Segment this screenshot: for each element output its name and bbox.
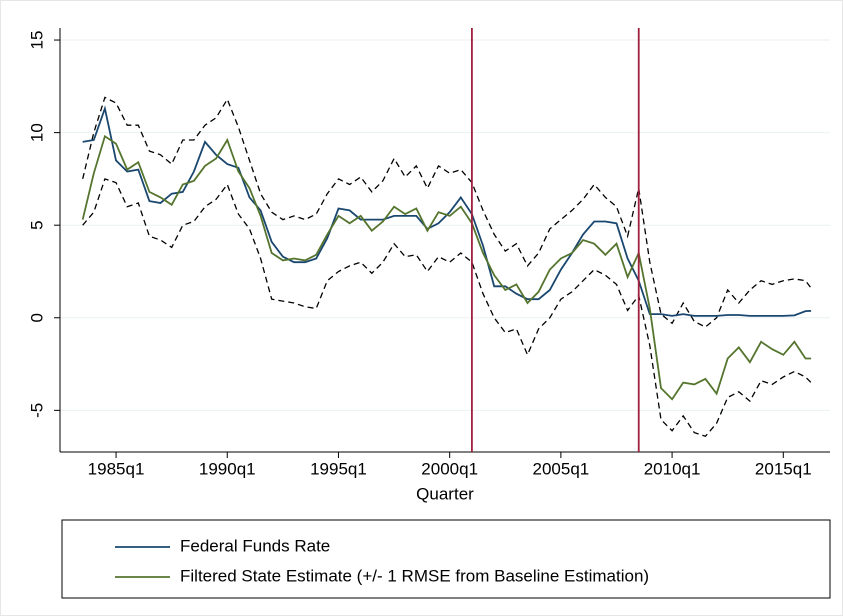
x-tick-label: 2015q1 xyxy=(755,459,812,478)
y-tick-label: 0 xyxy=(27,313,46,322)
x-tick-label: 1990q1 xyxy=(199,459,256,478)
series-line xyxy=(81,134,812,401)
x-tick-label: 2000q1 xyxy=(421,459,478,478)
series-line xyxy=(82,96,812,328)
y-tick-label: -5 xyxy=(27,403,46,418)
x-tick-label: 1985q1 xyxy=(88,459,145,478)
x-tick-label: 2005q1 xyxy=(533,459,590,478)
series-line xyxy=(82,178,812,438)
y-tick-label: 10 xyxy=(27,123,46,142)
x-tick-label: 2010q1 xyxy=(644,459,701,478)
x-axis-title: Quarter xyxy=(416,484,474,503)
y-tick-label: 5 xyxy=(27,220,46,229)
legend-label: Federal Funds Rate xyxy=(180,536,330,555)
y-tick-label: 15 xyxy=(27,31,46,50)
legend-box xyxy=(61,519,831,599)
x-tick-label: 1995q1 xyxy=(310,459,367,478)
series-line xyxy=(82,105,812,317)
legend-label: Filtered State Estimate (+/- 1 RMSE from… xyxy=(180,566,649,585)
